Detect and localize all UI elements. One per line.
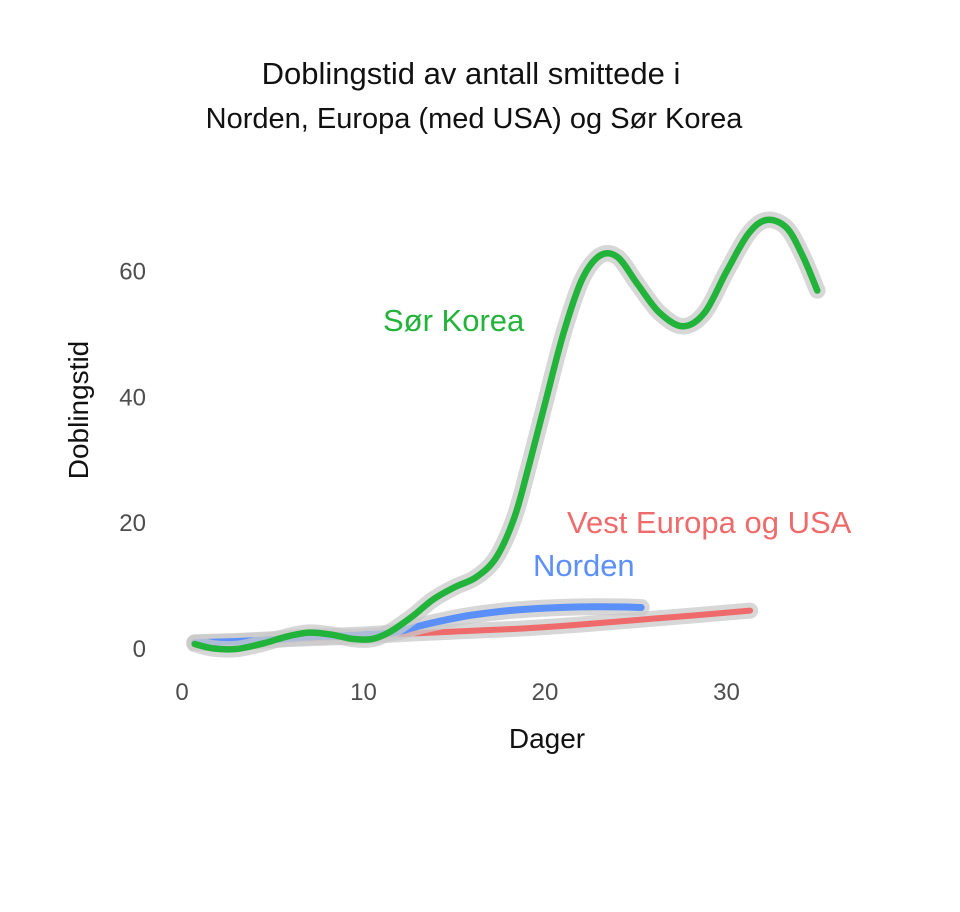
series-line-sor-korea <box>191 216 821 653</box>
y-tick-label: 60 <box>119 259 146 286</box>
x-axis-title: Dager <box>509 723 585 754</box>
x-tick-label: 10 <box>350 679 377 706</box>
y-tick-label: 0 <box>133 636 146 663</box>
x-tick-label: 0 <box>175 679 188 706</box>
series-label-vest-europa-og-usa: Vest Europa og USA <box>567 505 852 540</box>
series-label-sor-korea: Sør Korea <box>383 303 525 338</box>
x-tick-label: 30 <box>713 679 740 706</box>
plot-area: 0 10 20 30 0 20 40 60 <box>119 211 826 706</box>
y-tick-label: 20 <box>119 510 146 537</box>
y-tick-label: 40 <box>119 384 146 411</box>
chart-title-line-2: Norden, Europa (med USA) og Sør Korea <box>206 103 744 135</box>
x-tick-label: 20 <box>532 679 559 706</box>
series-label-norden: Norden <box>533 548 635 583</box>
chart-title-line-1: Doblingstid av antall smittede i <box>262 56 681 91</box>
y-axis-title: Doblingstid <box>63 341 94 480</box>
confidence-band-sor-korea <box>186 211 826 658</box>
